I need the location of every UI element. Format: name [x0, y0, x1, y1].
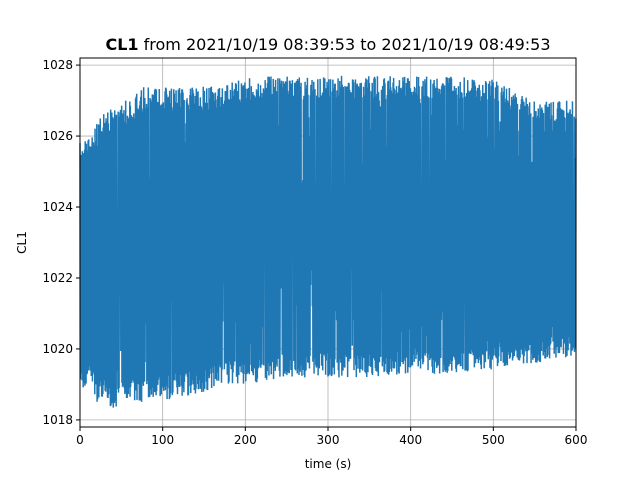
- y-axis-label: CL1: [15, 231, 29, 254]
- x-axis-label: time (s): [305, 457, 352, 471]
- y-tick-label: 1026: [42, 129, 73, 143]
- plot-area: [79, 75, 577, 408]
- x-tick-label: 400: [399, 433, 422, 447]
- y-tick-label: 1028: [42, 58, 73, 72]
- x-tick-label: 200: [234, 433, 257, 447]
- x-tick-label: 500: [482, 433, 505, 447]
- x-tick-label: 100: [151, 433, 174, 447]
- axis-ticks: 0 100 200 300 400 500 600 1018 1020 1022 1024 1026 1…: [42, 58, 587, 447]
- x-tick-label: 0: [76, 433, 84, 447]
- y-tick-label: 1018: [42, 413, 73, 427]
- y-tick-label: 1024: [42, 200, 73, 214]
- chart-title-bold: CL1: [105, 35, 138, 54]
- chart-title-rest: from 2021/10/19 08:39:53 to 2021/10/19 0…: [139, 35, 551, 54]
- y-tick-label: 1022: [42, 271, 73, 285]
- series-line: [79, 75, 577, 408]
- x-tick-label: 300: [317, 433, 340, 447]
- x-tick-label: 600: [565, 433, 588, 447]
- y-tick-label: 1020: [42, 342, 73, 356]
- chart-title: CL1 from 2021/10/19 08:39:53 to 2021/10/…: [105, 35, 550, 54]
